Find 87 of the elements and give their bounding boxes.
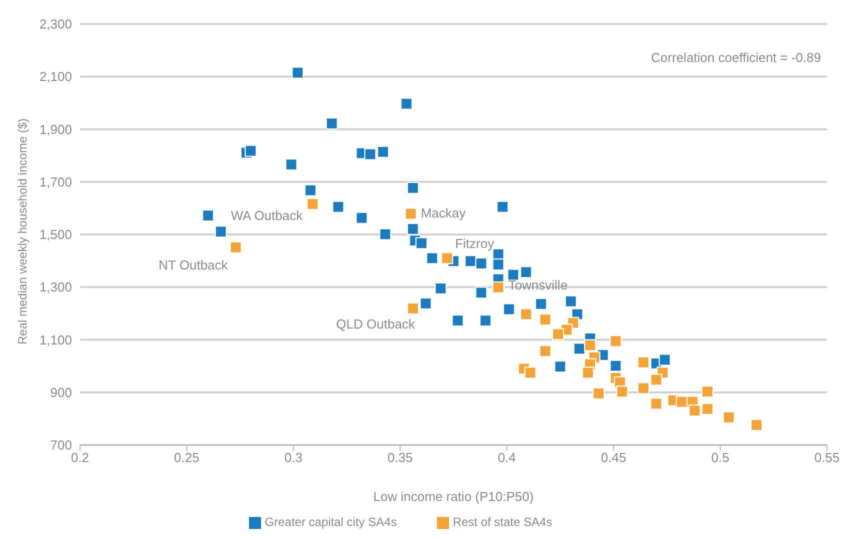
point: [582, 366, 594, 379]
legend-label: Greater capital city SA4s: [264, 515, 397, 529]
y-tick-label: 1,100: [39, 332, 72, 348]
point: [202, 209, 214, 222]
point: [688, 404, 701, 417]
y-tick-label: 1,700: [39, 174, 72, 190]
point: [524, 366, 536, 379]
point: [440, 252, 454, 264]
x-tick-label: 0.3: [284, 450, 302, 466]
point: [420, 297, 432, 310]
point: [520, 266, 532, 278]
point: [452, 314, 464, 327]
point: [404, 208, 417, 220]
point: [426, 252, 438, 264]
point: [592, 387, 605, 400]
point: [650, 374, 662, 386]
point: [701, 402, 714, 416]
annotation: Townsville: [508, 277, 568, 292]
point: [584, 339, 596, 352]
point: [750, 418, 763, 432]
point: [406, 222, 420, 236]
y-tick-label: 700: [50, 438, 72, 453]
point: [520, 308, 532, 320]
point: [326, 117, 338, 130]
point: [285, 158, 298, 171]
legend-label: Rest of state SA4s: [452, 515, 552, 529]
annotation: NT Outback: [158, 257, 228, 272]
annotation: Fitzroy: [455, 236, 495, 252]
y-tick-label: 1,900: [39, 122, 72, 137]
point: [658, 354, 671, 366]
point: [637, 356, 650, 368]
x-tick-label: 0.35: [387, 450, 413, 466]
y-tick-label: 1,500: [39, 227, 72, 242]
x-tick-label: 0.4: [498, 450, 516, 466]
x-tick-label: 0.5: [711, 450, 730, 466]
point: [507, 268, 520, 281]
point: [415, 237, 428, 250]
point: [479, 314, 492, 327]
point: [502, 303, 516, 316]
annotation: QLD Outback: [336, 316, 416, 332]
x-axis-title: Low income ratio (P10:P50): [373, 489, 534, 504]
point: [701, 385, 714, 398]
point: [573, 342, 586, 355]
point: [564, 295, 577, 308]
point: [539, 313, 552, 326]
annotation: Mackay: [420, 206, 466, 221]
point: [610, 360, 622, 372]
annotation: WA Outback: [230, 208, 304, 223]
point: [434, 282, 447, 295]
point: [539, 344, 552, 358]
point: [554, 360, 566, 373]
point: [244, 144, 257, 157]
point: [230, 241, 242, 254]
point: [610, 334, 622, 348]
point: [379, 228, 392, 240]
point: [292, 66, 304, 79]
point: [492, 281, 504, 294]
point: [616, 385, 628, 398]
point: [332, 200, 344, 213]
point: [475, 286, 488, 299]
y-tick-label: 2,300: [39, 16, 72, 32]
annotation: Correlation coefficient = -0.89: [651, 50, 821, 65]
x-tick-label: 0.25: [174, 450, 200, 466]
y-tick-label: 2,100: [39, 69, 72, 84]
point: [406, 182, 420, 194]
y-axis-title: Real median weekly household income ($): [15, 118, 30, 344]
x-tick-label: 0.2: [70, 450, 90, 466]
point: [304, 184, 317, 196]
point: [306, 198, 319, 210]
point: [552, 328, 564, 340]
point: [214, 226, 227, 238]
point: [406, 302, 420, 315]
point: [722, 411, 735, 424]
point: [534, 298, 548, 310]
point: [650, 398, 662, 410]
point: [492, 258, 504, 271]
x-tick-label: 0.45: [600, 450, 626, 466]
y-tick-label: 1,300: [39, 280, 72, 295]
point: [496, 200, 509, 213]
point: [400, 98, 413, 110]
point: [637, 382, 650, 394]
point: [475, 257, 488, 270]
point: [356, 212, 368, 224]
x-tick-label: 0.55: [814, 450, 840, 466]
y-tick-label: 900: [50, 384, 72, 400]
point: [364, 148, 376, 160]
point: [376, 146, 390, 158]
